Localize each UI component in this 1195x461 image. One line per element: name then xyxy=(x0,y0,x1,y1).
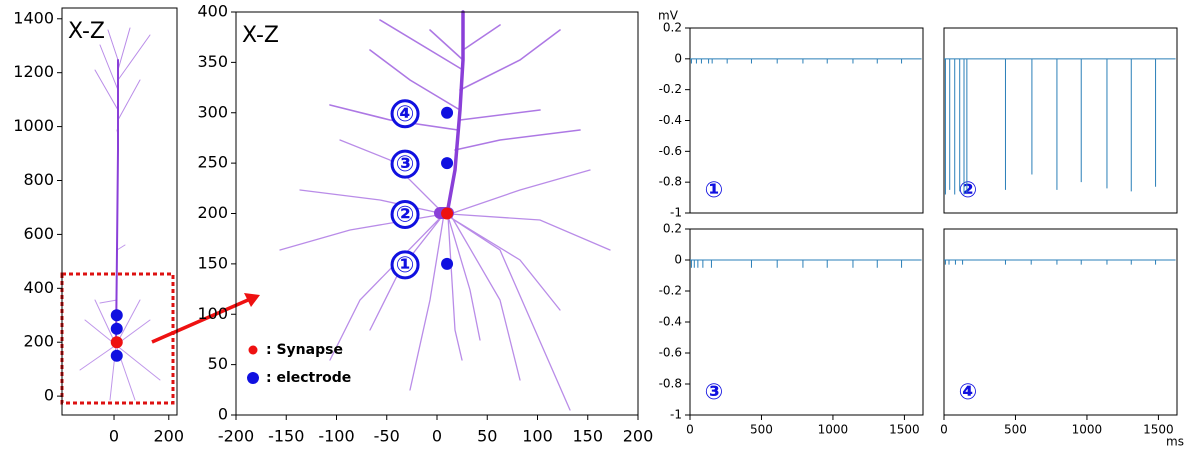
x-tick-label: -150 xyxy=(268,427,304,446)
point xyxy=(110,349,123,362)
y-tick-label: 1200 xyxy=(13,62,54,81)
neuron-full xyxy=(79,27,161,401)
x-tick-label: 500 xyxy=(750,423,773,437)
y-tick-label: 50 xyxy=(208,354,228,373)
chart-title: X-Z xyxy=(242,23,279,48)
y-tick-label: 250 xyxy=(197,153,228,172)
y-tick-label: -0.8 xyxy=(659,175,682,189)
y-tick-label: 400 xyxy=(197,2,228,21)
y-tick-label: 1400 xyxy=(13,8,54,27)
y-tick-label: -0.4 xyxy=(659,113,682,127)
x-tick-label: 0 xyxy=(432,427,442,446)
chart-title: X-Z xyxy=(68,19,105,44)
plot-frame xyxy=(943,228,1178,416)
legend-marker xyxy=(247,372,259,384)
trace xyxy=(944,259,1176,265)
y-tick-label: 600 xyxy=(23,224,54,243)
y-tick-label: -0.6 xyxy=(659,346,682,360)
y-tick-label: 350 xyxy=(197,52,228,71)
point-label: ③ xyxy=(396,152,415,177)
y-tick-label: 150 xyxy=(197,253,228,272)
y-tick-label: 800 xyxy=(23,170,54,189)
y-tick-label: -0.2 xyxy=(659,284,682,298)
y-tick-label: 300 xyxy=(197,102,228,121)
x-tick-label: 0 xyxy=(940,423,948,437)
plot-frame xyxy=(689,228,924,416)
point-label-ring xyxy=(390,200,420,229)
trace xyxy=(944,58,1176,195)
panel-label: ② xyxy=(959,178,978,203)
y-tick-label: 200 xyxy=(23,332,54,351)
zoom-arrow xyxy=(151,298,249,344)
point xyxy=(441,157,454,170)
x-tick-label: 1500 xyxy=(1143,423,1174,437)
trace xyxy=(690,259,922,268)
point-label: ① xyxy=(396,253,415,278)
x-tick-label: 0 xyxy=(686,423,694,437)
y-tick-label: -0.2 xyxy=(659,82,682,96)
x-tick-label: -200 xyxy=(218,427,254,446)
y-tick-label: 200 xyxy=(197,203,228,222)
x-tick-label: 1500 xyxy=(889,423,920,437)
y-tick-label: 0.2 xyxy=(663,21,682,35)
x-tick-label: 1000 xyxy=(1072,423,1103,437)
x-tick-label: 200 xyxy=(623,427,654,446)
trace xyxy=(690,58,922,64)
point xyxy=(441,207,454,220)
y-tick-label: 0 xyxy=(44,386,54,405)
x-axis-label: ms xyxy=(1166,435,1184,449)
y-tick-label: -0.6 xyxy=(659,144,682,158)
y-tick-label: -0.8 xyxy=(659,377,682,391)
panel-label: ③ xyxy=(705,380,724,405)
plot-frame xyxy=(61,7,178,416)
panel-label: ④ xyxy=(959,380,978,405)
x-tick-label: 500 xyxy=(1004,423,1027,437)
legend-marker xyxy=(248,345,258,355)
point xyxy=(110,336,123,349)
plot-frame xyxy=(943,27,1178,214)
x-tick-label: -50 xyxy=(374,427,400,446)
x-tick-label: 0 xyxy=(109,427,119,446)
point-label-ring xyxy=(390,99,420,129)
point-label: ④ xyxy=(396,102,415,127)
y-tick-label: 0 xyxy=(674,253,682,267)
y-tick-label: -0.4 xyxy=(659,315,682,329)
y-tick-label: -1 xyxy=(670,408,682,422)
zoom-arrow-head xyxy=(244,293,260,307)
x-tick-label: -100 xyxy=(318,427,354,446)
x-tick-label: 150 xyxy=(572,427,603,446)
y-axis-label: mV xyxy=(658,9,679,23)
point-label-ring xyxy=(390,250,420,280)
y-tick-label: 0 xyxy=(674,51,682,65)
y-tick-label: 0 xyxy=(218,405,228,424)
x-tick-label: 200 xyxy=(154,427,185,446)
y-tick-label: 1000 xyxy=(13,116,54,135)
point xyxy=(441,257,454,270)
y-tick-label: 0.2 xyxy=(663,222,682,236)
plot-frame xyxy=(689,27,924,214)
y-tick-label: 100 xyxy=(197,304,228,323)
y-tick-label: -1 xyxy=(670,206,682,220)
x-tick-label: 100 xyxy=(522,427,553,446)
point-label-ring xyxy=(390,149,420,179)
legend-label: : electrode xyxy=(266,370,351,386)
point xyxy=(110,322,123,335)
panel-label: ① xyxy=(705,178,724,203)
legend-label: : Synapse xyxy=(266,342,343,358)
point-label: ② xyxy=(396,203,415,228)
x-tick-label: 1000 xyxy=(818,423,849,437)
point xyxy=(441,106,454,119)
x-tick-label: 50 xyxy=(477,427,497,446)
y-tick-label: 400 xyxy=(23,278,54,297)
point xyxy=(110,309,123,322)
